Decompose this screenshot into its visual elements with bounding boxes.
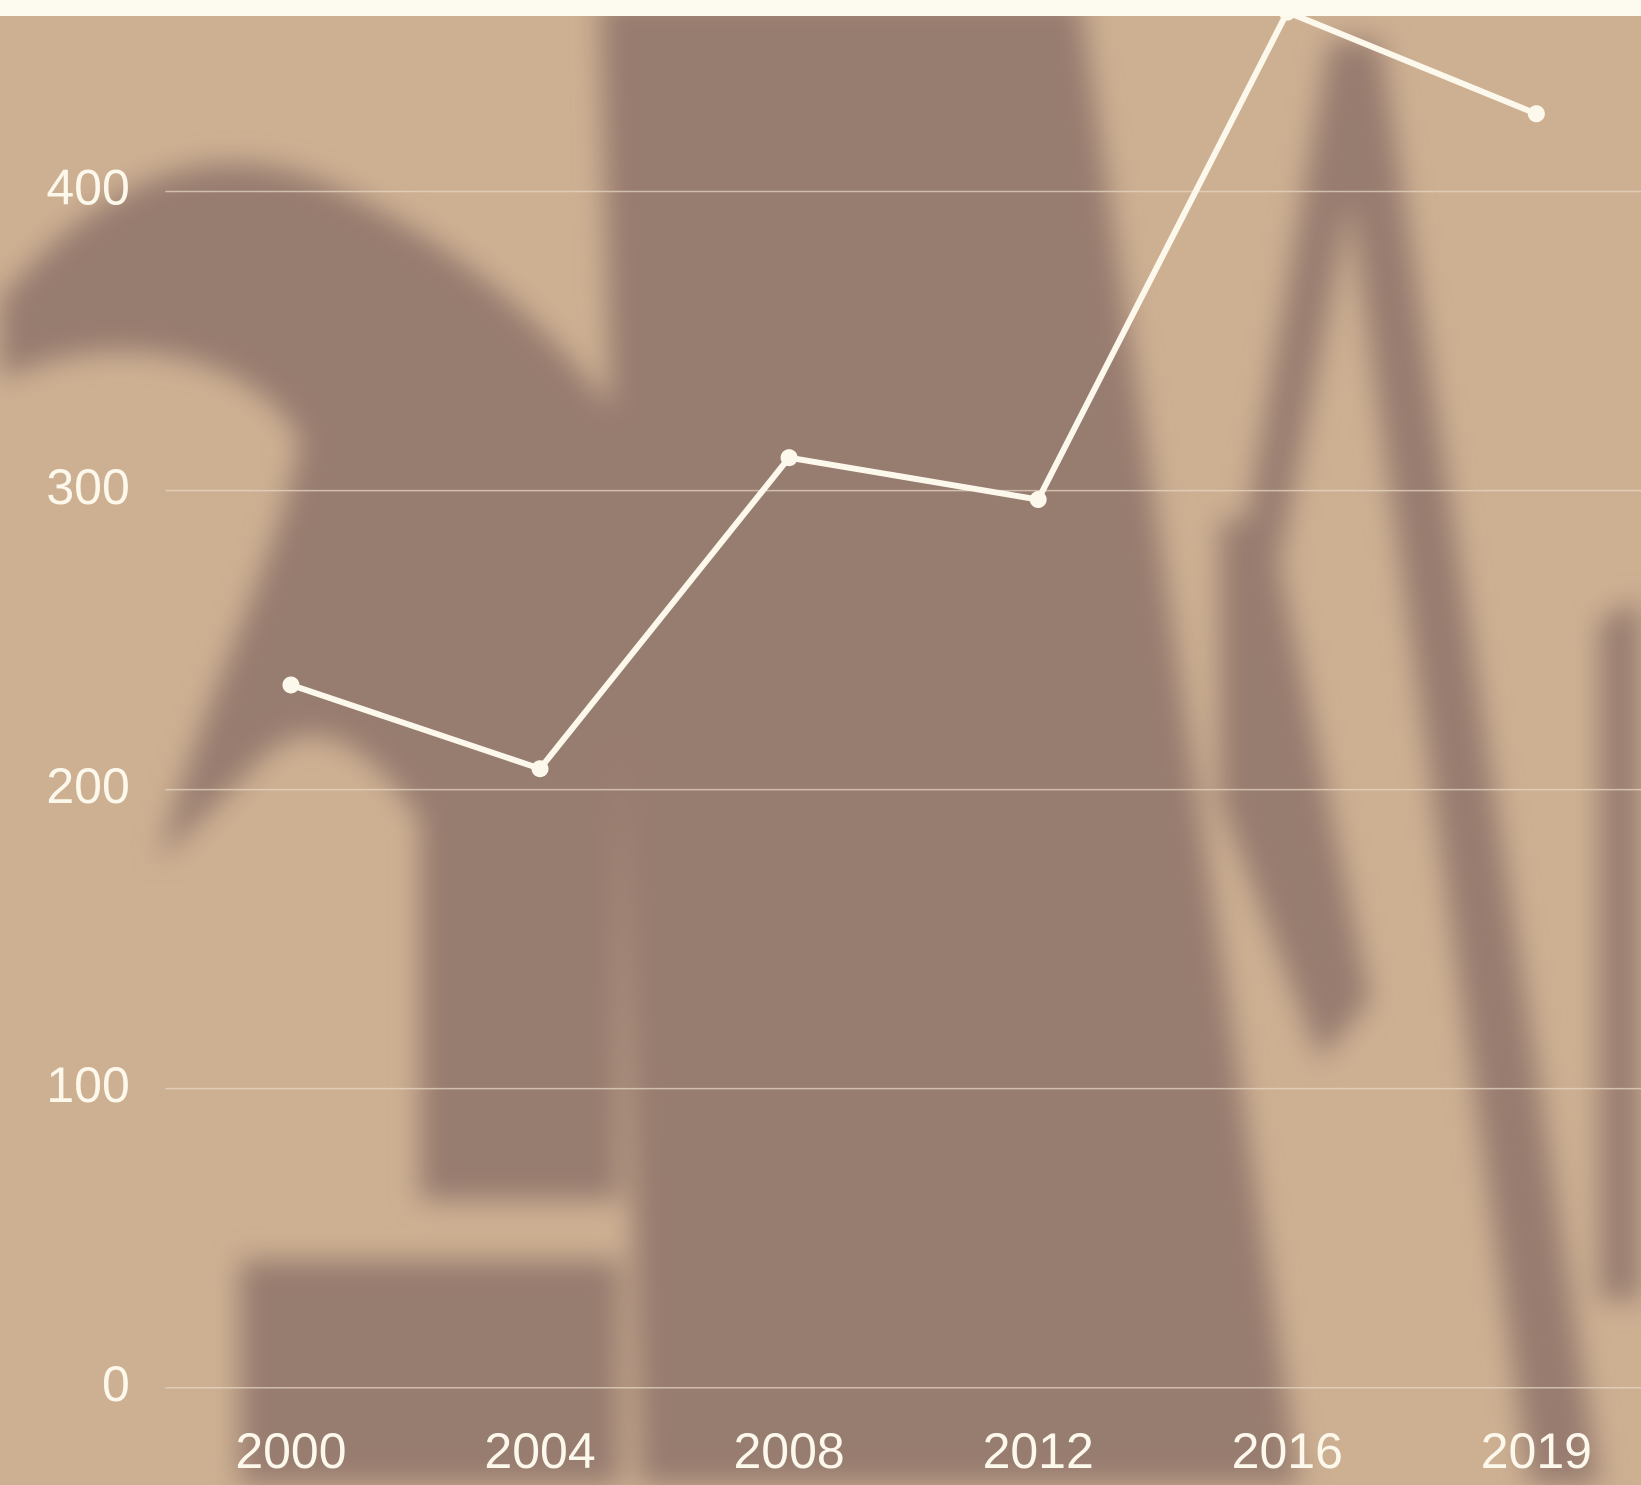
y-tick-label: 0 (102, 1356, 130, 1412)
point (282, 676, 300, 694)
x-tick-label: 2019 (1481, 1423, 1592, 1479)
point (531, 760, 549, 778)
x-tick-label: 2008 (733, 1423, 844, 1479)
y-tick-label: 400 (46, 160, 129, 216)
top-band (0, 0, 1641, 16)
x-tick-label: 2004 (484, 1423, 595, 1479)
point (780, 449, 798, 467)
y-tick-label: 100 (46, 1057, 129, 1113)
point (1527, 105, 1545, 123)
grid (165, 190, 1641, 1389)
x-tick-label: 2000 (235, 1423, 346, 1479)
x-tick-label: 2012 (983, 1423, 1094, 1479)
point (1029, 491, 1047, 509)
x-tick-label: 2016 (1232, 1423, 1343, 1479)
y-tick-label: 300 (46, 459, 129, 515)
y-tick-label: 200 (46, 758, 129, 814)
line (289, 9, 1538, 772)
